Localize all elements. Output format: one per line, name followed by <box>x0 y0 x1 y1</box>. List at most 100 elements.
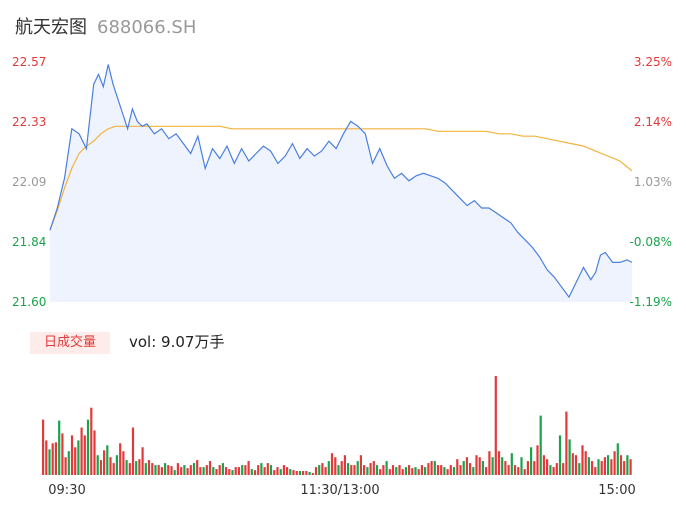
volume-bar <box>510 453 513 475</box>
volume-bar <box>452 467 456 475</box>
volume-bar <box>504 461 507 475</box>
volume-bar <box>555 463 558 475</box>
volume-bar <box>359 455 362 475</box>
volume-bar <box>103 450 106 476</box>
volume-bar <box>626 455 629 475</box>
volume-bar <box>263 467 266 475</box>
volume-bar <box>273 470 276 476</box>
volume-bar <box>289 469 292 475</box>
volume-bar <box>45 440 48 475</box>
volume-bar <box>250 469 253 475</box>
volume-bar <box>42 419 45 475</box>
volume-bar <box>549 465 552 475</box>
volume-bar <box>417 469 420 475</box>
volume-bar <box>366 467 369 475</box>
volume-bar <box>382 465 385 475</box>
volume-bar <box>186 468 189 475</box>
volume-bar <box>51 443 54 475</box>
volume-text: vol: 9.07万手 <box>129 333 225 351</box>
volume-bar <box>122 451 125 475</box>
stock-title: 航天宏图 688066.SH <box>15 13 196 39</box>
stock-code: 688066.SH <box>97 17 197 38</box>
volume-bar <box>430 461 433 475</box>
volume-bar <box>231 470 234 476</box>
volume-bar <box>321 463 324 475</box>
volume-bar <box>189 465 192 475</box>
volume-bar <box>170 466 173 475</box>
volume-bar <box>414 467 417 475</box>
volume-bar <box>253 470 257 476</box>
volume-bar <box>459 465 462 475</box>
volume-bar <box>629 459 632 475</box>
volume-bar <box>597 459 600 475</box>
volume-bar <box>58 420 61 476</box>
volume-bar <box>404 467 407 475</box>
volume-bar <box>494 376 497 475</box>
volume-bar <box>279 469 282 475</box>
volume-bar <box>70 435 74 475</box>
volume-bar <box>395 467 398 475</box>
volume-bar <box>347 463 350 475</box>
volume-bar <box>164 463 167 475</box>
volume-bar <box>125 460 128 475</box>
volume-bar <box>218 465 221 475</box>
volume-bar <box>260 463 263 475</box>
volume-bar <box>568 439 571 475</box>
volume-bar <box>462 461 465 475</box>
time-tick-label: 09:30 <box>48 483 85 498</box>
price-area <box>50 64 632 302</box>
volume-bar <box>119 443 122 475</box>
volume-bar <box>192 463 196 475</box>
volume-bar <box>375 465 379 475</box>
volume-bar <box>144 463 147 475</box>
volume-bar <box>526 461 529 475</box>
price-tick-label: 22.09 <box>12 175 46 189</box>
volume-bar <box>578 463 581 475</box>
volume-bar <box>112 463 115 475</box>
volume-badge[interactable]: 日成交量 <box>30 332 110 354</box>
volume-bar <box>558 435 562 475</box>
volume-bar <box>64 457 67 475</box>
volume-bar <box>353 465 356 475</box>
volume-bar <box>603 457 606 475</box>
volume-bar <box>436 465 440 475</box>
percent-tick-label: -0.08% <box>630 235 672 249</box>
time-tick-label: 11:30/13:00 <box>300 483 379 498</box>
volume-bar <box>478 457 481 475</box>
volume-bar <box>244 465 247 475</box>
volume-bar <box>334 457 337 475</box>
volume-bar <box>83 435 86 475</box>
volume-bar <box>151 463 154 475</box>
volume-bar <box>247 461 250 475</box>
volume-bar <box>298 471 301 475</box>
volume-bar <box>48 449 51 475</box>
percent-tick-label: 2.14% <box>634 115 672 129</box>
volume-bar <box>485 467 488 475</box>
volume-bar <box>340 461 343 475</box>
volume-bar <box>523 469 526 475</box>
volume-bar <box>350 465 353 475</box>
volume-bar <box>562 463 565 475</box>
volume-bar <box>488 451 491 475</box>
volume-bar <box>517 467 520 475</box>
volume-bar <box>424 467 427 475</box>
volume-bar <box>420 465 423 475</box>
volume-bar <box>574 455 578 475</box>
volume-bar <box>318 465 321 475</box>
volume-bar <box>565 411 568 475</box>
volume-bar <box>99 460 102 475</box>
volume-bar <box>276 467 279 475</box>
volume-bar <box>391 465 395 475</box>
volume-bar <box>202 467 205 475</box>
volume-bar <box>208 461 212 475</box>
volume-bar <box>330 453 334 475</box>
volume-bar <box>594 467 597 475</box>
volume-bar <box>93 430 96 475</box>
volume-bar <box>610 459 613 475</box>
volume-bar <box>542 455 545 475</box>
volume-bar <box>363 465 366 475</box>
volume-bar <box>581 445 584 475</box>
volume-bar <box>160 467 163 475</box>
volume-bar <box>157 465 160 475</box>
